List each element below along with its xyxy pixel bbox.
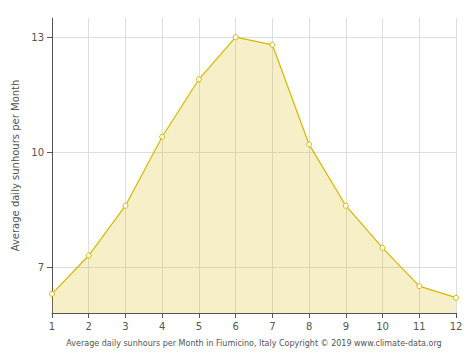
svg-text:10: 10 [376, 321, 389, 332]
svg-text:2: 2 [86, 321, 92, 332]
svg-text:10: 10 [31, 147, 44, 158]
svg-text:8: 8 [306, 321, 312, 332]
svg-text:Average daily sunhours per Mon: Average daily sunhours per Month in Fium… [66, 339, 441, 348]
svg-text:11: 11 [413, 321, 426, 332]
svg-text:13: 13 [31, 32, 44, 43]
svg-text:7: 7 [269, 321, 275, 332]
svg-text:4: 4 [159, 321, 165, 332]
svg-text:12: 12 [450, 321, 463, 332]
svg-text:3: 3 [122, 321, 128, 332]
svg-text:9: 9 [343, 321, 349, 332]
svg-text:Average daily sunhours per Mon: Average daily sunhours per Month [10, 80, 21, 252]
svg-text:7: 7 [38, 262, 44, 273]
svg-text:1: 1 [49, 321, 55, 332]
svg-text:6: 6 [232, 321, 238, 332]
svg-text:5: 5 [196, 321, 202, 332]
